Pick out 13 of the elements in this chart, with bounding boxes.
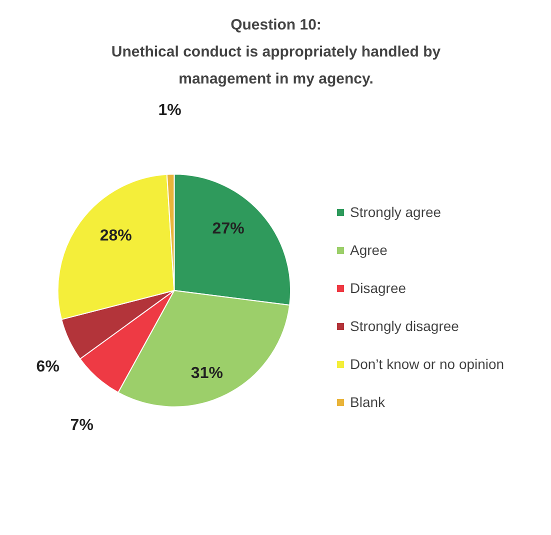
data-label: 7%	[70, 417, 94, 434]
legend-label: Blank	[350, 394, 386, 410]
data-label: 1%	[158, 102, 182, 120]
data-label: 28%	[100, 227, 132, 244]
legend-label: Disagree	[350, 280, 406, 296]
data-label: 6%	[36, 358, 60, 376]
legend-label: Don’t know or no opinion	[350, 356, 504, 372]
chart-title: Question 10: Unethical conduct is appropriately handled by management in my agency.	[111, 16, 442, 88]
legend-label: Agree	[350, 242, 388, 258]
data-label: 27%	[212, 220, 244, 238]
legend-label: Strongly disagree	[350, 318, 459, 334]
legend-label: Strongly agree	[350, 204, 442, 220]
data-label: 31%	[190, 364, 223, 382]
